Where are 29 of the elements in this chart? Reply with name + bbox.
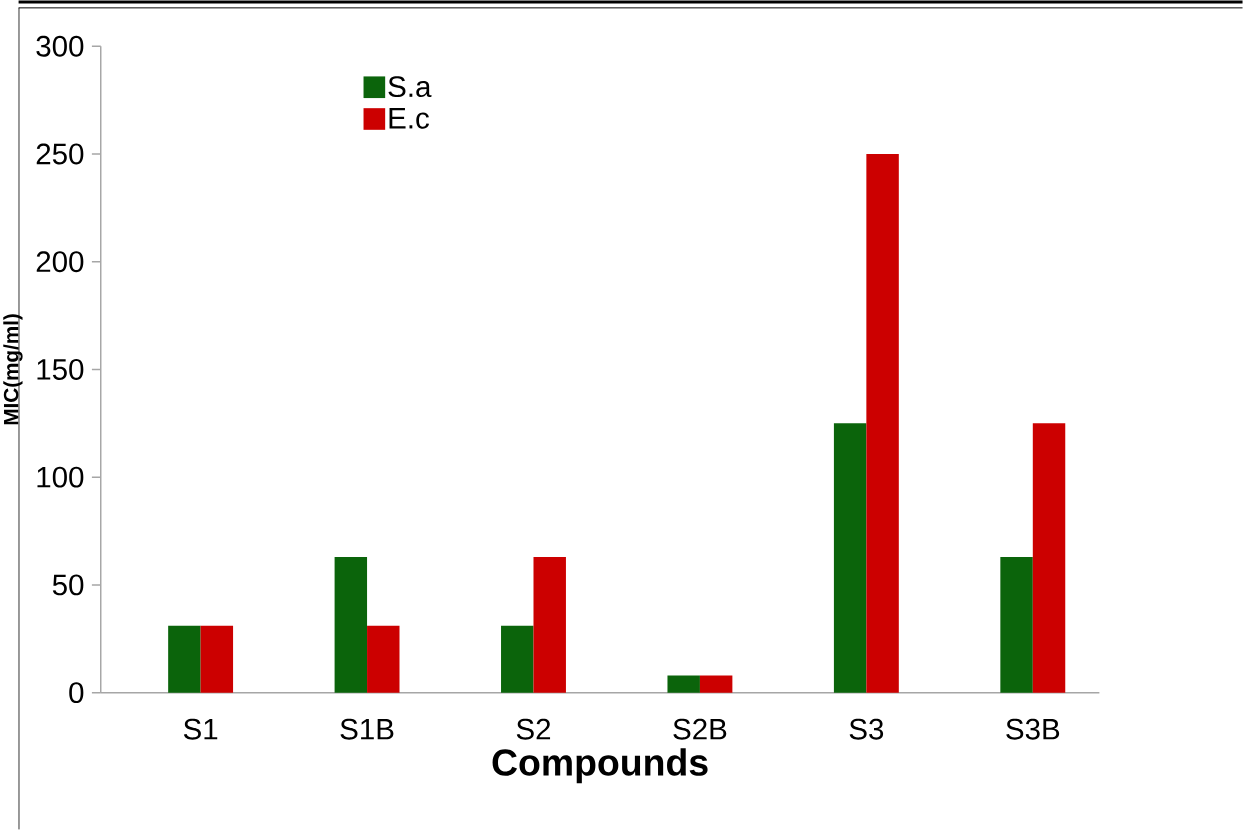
bar (367, 625, 400, 693)
y-tick-label: 250 (36, 143, 84, 165)
bar (533, 556, 566, 693)
bar (833, 423, 867, 693)
x-tick-label: S2 (516, 718, 551, 740)
y-tick-label: 0 (69, 682, 84, 704)
bar (168, 625, 201, 693)
bar (1000, 556, 1033, 693)
x-tick-label: S1 (183, 718, 218, 740)
bar (866, 154, 899, 693)
y-tick-label: 200 (36, 251, 84, 273)
x-tick-label: S3 (849, 718, 884, 740)
bar (334, 556, 368, 693)
bar (1032, 423, 1066, 693)
y-axis-title: MIC(mg/ml) (3, 314, 23, 425)
bar (667, 675, 700, 693)
bar (501, 625, 534, 693)
y-tick-label: 300 (36, 35, 84, 57)
bar (699, 675, 733, 693)
x-tick-label: S3B (1006, 718, 1060, 740)
y-tick-label: 150 (37, 359, 84, 380)
x-axis-title: Compounds (492, 748, 708, 784)
x-tick-label: S2B (673, 718, 727, 740)
y-tick-label: 50 (52, 574, 84, 596)
x-tick-label: S1B (340, 718, 394, 740)
legend-label: S.a (388, 76, 432, 98)
legend-label: E.c (389, 108, 429, 129)
bar (200, 625, 234, 693)
y-tick-label: 100 (37, 466, 84, 488)
